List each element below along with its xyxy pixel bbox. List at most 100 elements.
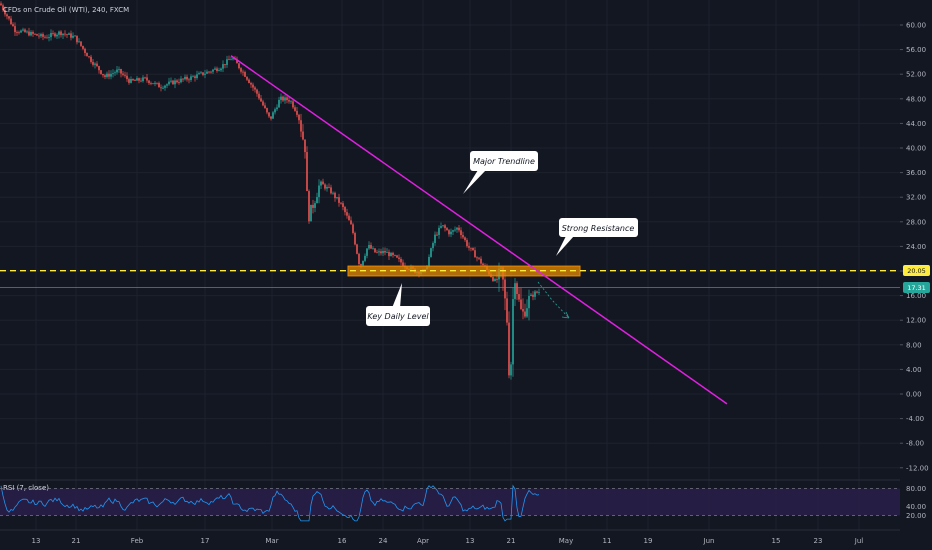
candle-body <box>438 227 440 235</box>
candle-body <box>400 258 402 263</box>
candle-body <box>390 252 392 257</box>
candle-body <box>218 70 220 72</box>
candle-body <box>514 283 516 300</box>
candle-body <box>98 66 100 71</box>
candle-body <box>82 45 84 49</box>
candle-body <box>260 98 262 102</box>
candle-body <box>66 34 68 36</box>
candle-body <box>388 252 390 257</box>
candle-body <box>204 73 206 75</box>
candle-body <box>136 78 138 81</box>
candle-body <box>508 322 510 376</box>
candle-body <box>454 229 456 231</box>
time-tick-label: Jul <box>854 537 864 545</box>
candle-body <box>162 87 164 89</box>
candle-body <box>342 203 344 208</box>
candle-body <box>24 29 26 33</box>
candle-body <box>206 71 208 74</box>
candle-body <box>56 34 58 37</box>
price-tick-label: 0.00 <box>906 391 922 399</box>
candle-body <box>338 197 340 203</box>
candle-body <box>466 240 468 247</box>
candle-body <box>114 72 116 74</box>
candle-body <box>38 35 40 37</box>
candle-body <box>184 76 186 80</box>
overlays <box>0 55 900 405</box>
candle-body <box>402 262 404 266</box>
candle-body <box>446 228 448 231</box>
time-tick-label: 13 <box>32 537 41 545</box>
candle-body <box>268 112 270 117</box>
candle-body <box>154 82 156 84</box>
price-tick-label: 24.00 <box>906 243 926 251</box>
candle-body <box>398 257 400 259</box>
candle-body <box>308 191 310 222</box>
candle-body <box>456 227 458 230</box>
candle-body <box>232 58 234 60</box>
candle-body <box>196 74 198 79</box>
time-tick-label: 15 <box>772 537 781 545</box>
time-tick-label: 13 <box>466 537 475 545</box>
candle-body <box>228 59 230 61</box>
candle-body <box>32 31 34 34</box>
candle-body <box>182 78 184 80</box>
candle-body <box>246 76 248 80</box>
candle-body <box>68 33 70 35</box>
candle-body <box>58 31 60 35</box>
candle-body <box>526 308 528 317</box>
candle-body <box>104 75 106 77</box>
candle-body <box>464 237 466 241</box>
candle-body <box>120 69 122 74</box>
candle-body <box>344 207 346 213</box>
candle-body <box>396 255 398 258</box>
candle-body <box>28 31 30 36</box>
candle-body <box>156 82 158 84</box>
candle-body <box>96 63 98 67</box>
candle-body <box>42 34 44 37</box>
candle-body <box>340 202 342 204</box>
candle-body <box>48 37 50 38</box>
candle-body <box>52 33 54 34</box>
candle-body <box>280 96 282 100</box>
candle-body <box>128 79 130 83</box>
candle-body <box>368 245 370 249</box>
level-price-tag: 20.05 <box>903 265 930 276</box>
candle-body <box>118 69 120 70</box>
candle-body <box>76 35 78 43</box>
candle-body <box>394 254 396 256</box>
candle-body <box>80 41 82 46</box>
candle-body <box>278 99 280 108</box>
candle-body <box>472 247 474 251</box>
candle-body <box>238 63 240 69</box>
time-tick-label: 23 <box>814 537 823 545</box>
time-tick-label: Mar <box>265 537 278 545</box>
candle-body <box>468 246 470 248</box>
price-tick-label: 40.00 <box>906 145 926 153</box>
candle-body <box>360 264 362 266</box>
candle-body <box>236 59 238 64</box>
candle-body <box>352 224 354 234</box>
rsi-tick-label: 80.00 <box>906 485 926 493</box>
candle-body <box>256 89 258 94</box>
time-tick-label: May <box>559 537 573 545</box>
candle-body <box>110 73 112 77</box>
candle-body <box>90 56 92 62</box>
candle-body <box>320 181 322 186</box>
candle-body <box>382 250 384 254</box>
key-daily-level-callout-tail <box>392 283 402 308</box>
strong-resistance-callout-box <box>559 218 638 237</box>
candle-body <box>312 204 314 208</box>
candle-body <box>306 152 308 192</box>
price-tick-label: -8.00 <box>906 440 924 448</box>
candle-body <box>166 84 168 86</box>
candle-body <box>282 96 284 101</box>
candle-body <box>188 79 190 81</box>
candle-body <box>358 253 360 265</box>
candle-body <box>18 32 20 34</box>
candle-body <box>510 364 512 376</box>
candle-body <box>470 247 472 249</box>
candle-body <box>460 230 462 236</box>
candle-body <box>448 230 450 235</box>
level-price-tag-text: 20.05 <box>907 267 926 275</box>
candle-body <box>366 248 368 256</box>
